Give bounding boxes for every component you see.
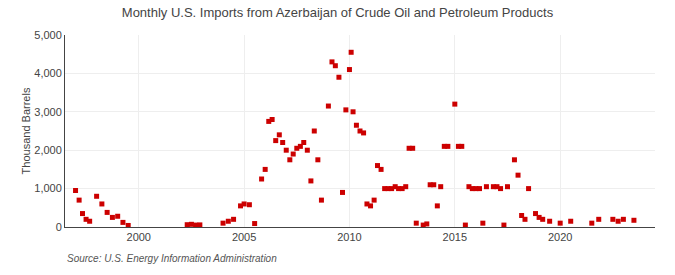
svg-text:3,000: 3,000 [34,106,62,118]
svg-text:2020: 2020 [548,231,572,243]
svg-text:2010: 2010 [337,231,361,243]
svg-text:1,000: 1,000 [34,182,62,194]
svg-text:2,000: 2,000 [34,144,62,156]
svg-text:2015: 2015 [443,231,467,243]
svg-text:Thousand Barrels: Thousand Barrels [20,87,32,174]
svg-text:4,000: 4,000 [34,67,62,79]
svg-text:Monthly U.S. Imports from Azer: Monthly U.S. Imports from Azerbaijan of … [122,5,554,20]
svg-text:5,000: 5,000 [34,29,62,41]
svg-text:Source: U.S. Energy Informatio: Source: U.S. Energy Information Administ… [67,253,277,264]
svg-text:0: 0 [56,221,62,233]
svg-text:2000: 2000 [127,231,151,243]
svg-text:2005: 2005 [232,231,256,243]
